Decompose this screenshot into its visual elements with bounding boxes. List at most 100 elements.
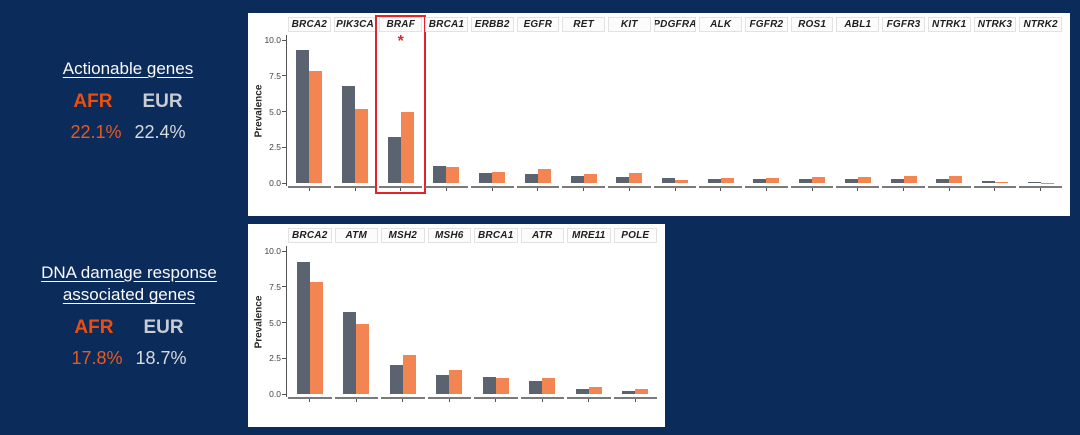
y-tick-label: 5.0: [269, 317, 281, 328]
facet-strip-msh6: MSH6: [427, 228, 471, 243]
bar-eur-alk: [707, 178, 721, 183]
x-axis-tick-pole: [634, 398, 636, 402]
bar-eur-brca1: [433, 165, 447, 183]
bar-afr-atr: [542, 378, 556, 394]
facet-strip-ros1: ROS1: [790, 17, 834, 32]
y-tick-mark: [282, 75, 286, 77]
x-axis-line-pole: [613, 397, 657, 399]
y-tick-mark: [282, 393, 286, 395]
bar-afr-msh2: [402, 355, 416, 394]
x-axis-tick-ntrk2: [1040, 187, 1042, 191]
population-values-row: 17.8% 18.7%: [0, 348, 258, 369]
bar-eur-msh2: [389, 365, 403, 394]
facet-strip-erbb2: ERBB2: [470, 17, 514, 32]
x-axis-tick-msh2: [402, 398, 404, 402]
x-axis-tick-fgfr2: [765, 187, 767, 191]
facet-strip-brca1: BRCA1: [425, 17, 468, 32]
bar-afr-brca1: [446, 167, 460, 183]
x-axis-line-msh6: [427, 397, 471, 399]
bar-afr-abl1: [857, 176, 871, 183]
significance-asterisk: *: [397, 33, 404, 50]
facet-strip-fgfr3: FGFR3: [882, 17, 925, 32]
x-axis-tick-braf: [400, 187, 402, 191]
x-axis-tick-atr: [541, 398, 543, 402]
bar-afr-fgfr2: [766, 177, 780, 183]
bar-afr-egfr: [537, 168, 551, 183]
eur-prevalence-value: 22.4%: [134, 122, 186, 143]
bar-afr-alk: [720, 177, 734, 183]
bar-afr-ntrk3: [994, 181, 1008, 183]
x-axis-tick-brca1: [445, 187, 447, 191]
bar-eur-egfr: [524, 174, 538, 183]
bar-eur-pdgfra: [662, 177, 675, 183]
x-axis-line-fgfr3: [882, 186, 925, 188]
bar-afr-pik3ca: [355, 108, 369, 183]
y-tick-mark: [282, 286, 286, 288]
facet-strip-braf: BRAF: [379, 17, 423, 32]
afr-prevalence-value: 17.8%: [71, 348, 123, 369]
y-axis-line: [286, 35, 287, 186]
x-axis-tick-ntrk3: [994, 187, 996, 191]
bar-afr-brca2: [309, 71, 323, 183]
ddr-genes-summary: DNA damage response associated genes AFR…: [0, 262, 258, 369]
x-axis-line-egfr: [516, 186, 560, 188]
facet-strip-fgfr2: FGFR2: [745, 17, 788, 32]
actionable-genes-chart-panel: Prevalence 0.0 2.5 5.0 7.5 10.0 BRCA2 PIK3CA BRA…: [248, 13, 1070, 216]
x-axis-tick-brca1: [495, 398, 497, 402]
bar-eur-ros1: [799, 179, 813, 183]
x-axis-line-brca2: [288, 186, 331, 188]
bar-eur-fgfr2: [753, 178, 767, 183]
y-tick-label: 7.5: [269, 281, 281, 292]
x-axis-tick-mre11: [588, 398, 590, 402]
facet-strip-pdgfra: PDGFRA: [653, 17, 697, 32]
y-tick-mark: [282, 182, 286, 184]
bar-afr-ros1: [812, 177, 826, 183]
bar-eur-mre11: [575, 388, 589, 394]
x-axis-tick-pdgfra: [674, 187, 676, 191]
ddr-genes-chart-panel: Prevalence 0.0 2.5 5.0 7.5 10.0 BRCA2 ATM MSH2 MS…: [248, 224, 665, 427]
x-axis-line-brca1: [425, 186, 468, 188]
bar-afr-atm: [356, 323, 370, 394]
bar-eur-pole: [622, 391, 636, 394]
facet-strip-abl1: ABL1: [836, 17, 880, 32]
x-axis-line-mre11: [567, 397, 611, 399]
y-tick-label: 2.5: [269, 353, 281, 364]
y-tick-mark: [282, 146, 286, 148]
x-axis-line-ros1: [790, 186, 834, 188]
facet-strip-brca1: BRCA1: [474, 228, 518, 243]
x-axis-tick-ret: [583, 187, 585, 191]
x-axis-line-ntrk1: [927, 186, 971, 188]
actionable-genes-summary: Actionable genes AFR EUR 22.1% 22.4%: [16, 58, 240, 143]
bar-eur-brca2: [296, 262, 310, 394]
bar-eur-brca1: [482, 376, 496, 394]
y-axis-line: [286, 246, 287, 397]
y-tick-mark: [282, 39, 286, 41]
population-labels-row: AFR EUR: [0, 317, 258, 339]
afr-prevalence-value: 22.1%: [70, 122, 122, 143]
facet-strip-kit: KIT: [607, 17, 651, 32]
bar-eur-msh6: [436, 374, 450, 394]
x-axis-tick-brca2: [309, 398, 311, 402]
bar-afr-pdgfra: [675, 180, 688, 183]
x-axis-line-brca2: [288, 397, 332, 399]
facet-strip-brca2: BRCA2: [288, 17, 331, 32]
x-axis-line-msh2: [381, 397, 425, 399]
y-tick-mark: [282, 111, 286, 112]
y-tick-label: 2.5: [269, 142, 281, 153]
bar-afr-pole: [635, 388, 649, 394]
x-axis-line-brca1: [474, 397, 518, 399]
y-tick-label: 10.0: [264, 246, 281, 256]
eur-label: EUR: [143, 317, 184, 339]
bar-eur-erbb2: [479, 172, 493, 183]
facet-strip-atm: ATM: [334, 228, 378, 243]
facet-strip-mre11: MRE11: [567, 228, 611, 243]
bar-eur-abl1: [844, 179, 858, 183]
y-tick-label: 10.0: [264, 35, 281, 45]
actionable-genes-title: Actionable genes: [16, 58, 240, 80]
facet-strip-atr: ATR: [520, 228, 564, 243]
bar-eur-ntrk1: [936, 179, 950, 183]
x-axis-tick-abl1: [857, 187, 859, 191]
y-tick-label: 5.0: [269, 106, 281, 117]
highlight-box-braf: [375, 15, 427, 194]
x-axis-tick-ros1: [811, 187, 813, 191]
